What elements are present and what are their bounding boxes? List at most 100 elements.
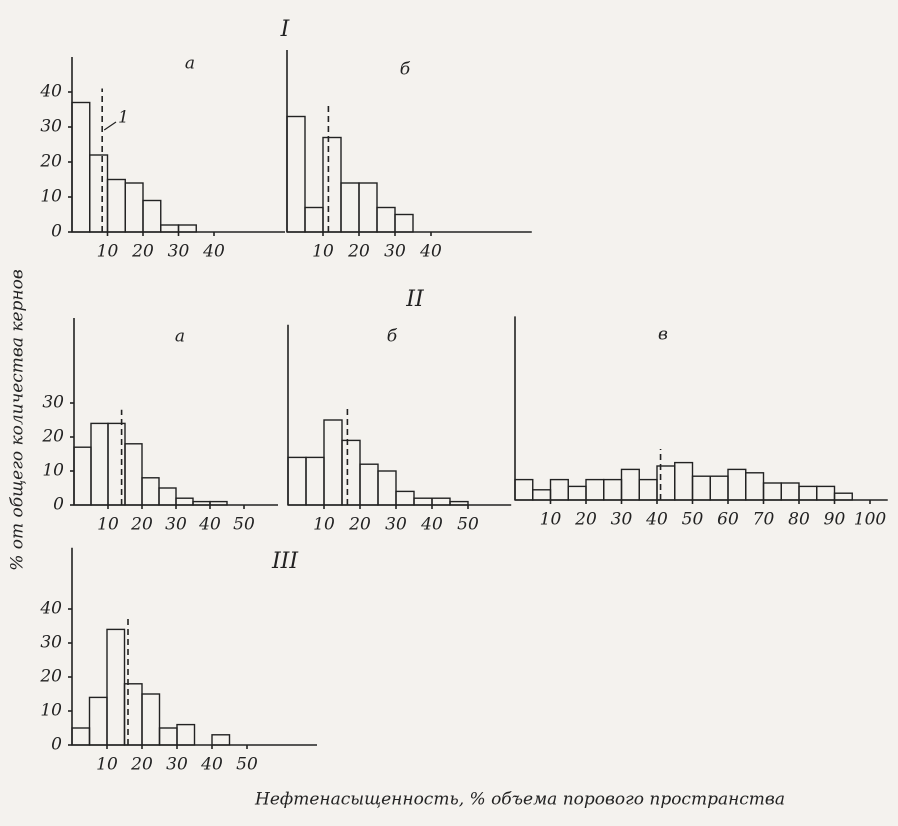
group-label: III (271, 549, 299, 574)
y-tick-label: 40 (39, 599, 62, 619)
panel-title: в (658, 325, 668, 345)
bar (394, 213, 414, 233)
bar (192, 500, 211, 506)
y-tick-label: 0 (51, 222, 62, 242)
y-tick-label: 10 (40, 187, 62, 207)
y-tick-label: 30 (42, 393, 64, 413)
x-tick-label: 30 (385, 515, 407, 535)
bar (158, 727, 178, 746)
x-tick-label: 100 (854, 510, 887, 530)
bar (603, 478, 623, 501)
panel-title: а (185, 54, 195, 74)
bar (762, 482, 782, 501)
x-tick-label: 50 (682, 510, 704, 530)
annotation-pointer (103, 121, 117, 131)
bar (124, 443, 143, 506)
bar (141, 477, 160, 506)
bar (73, 446, 92, 506)
panel-title: б (387, 327, 398, 347)
x-tick-label: 80 (788, 510, 810, 530)
x-tick-label: 20 (130, 515, 153, 535)
x-tick-label: 20 (574, 510, 597, 530)
x-tick-label: 20 (347, 242, 370, 262)
bar (211, 734, 231, 746)
bar (833, 492, 853, 501)
bar (798, 485, 818, 501)
annotation: 1 (118, 108, 129, 128)
bar (175, 497, 194, 506)
x-tick-label: 40 (645, 510, 668, 530)
x-tick-label: 10 (313, 515, 335, 535)
bar (549, 478, 569, 501)
bar (358, 182, 378, 233)
bar (377, 470, 397, 506)
y-tick-label: 10 (40, 701, 62, 721)
x-tick-label: 40 (200, 755, 223, 775)
bar (123, 683, 143, 746)
x-tick-label: 40 (419, 242, 442, 262)
group-label: I (280, 17, 291, 42)
bar (142, 199, 162, 233)
bar (532, 489, 552, 501)
group-label: II (405, 287, 425, 312)
bar (638, 478, 658, 501)
bar (89, 154, 109, 233)
bar (287, 456, 307, 506)
x-tick-label: 30 (166, 755, 188, 775)
x-tick-label: 10 (97, 515, 119, 535)
bar (90, 422, 109, 506)
y-tick-label: 0 (51, 735, 62, 755)
bar (745, 472, 765, 501)
y-tick-label: 20 (39, 152, 62, 172)
bar (674, 461, 694, 501)
x-tick-label: 40 (420, 515, 443, 535)
y-tick-label: 40 (39, 82, 62, 102)
x-tick-label: 10 (96, 755, 118, 775)
x-tick-label: 30 (168, 242, 190, 262)
bar (124, 182, 144, 233)
bar (620, 468, 640, 501)
x-tick-label: 30 (611, 510, 633, 530)
bar (286, 115, 306, 233)
x-tick-label: 90 (824, 510, 846, 530)
y-tick-label: 20 (39, 667, 62, 687)
panel-title: б (400, 60, 411, 80)
bar (727, 468, 747, 501)
bar (71, 727, 91, 746)
bar (567, 485, 587, 501)
y-tick-label: 20 (41, 427, 64, 447)
bar (106, 178, 126, 233)
y-tick-label: 0 (53, 495, 64, 515)
x-tick-label: 10 (540, 510, 562, 530)
x-tick-label: 20 (348, 515, 371, 535)
panel-title: а (175, 327, 185, 347)
bar (209, 500, 228, 506)
bar (585, 478, 605, 501)
bar (141, 693, 161, 746)
bar (176, 723, 196, 746)
bar (514, 478, 534, 501)
bar (816, 485, 836, 501)
bar (359, 463, 379, 506)
bar (656, 465, 676, 501)
x-tick-label: 40 (202, 242, 225, 262)
bar (449, 500, 469, 506)
bar (376, 206, 396, 233)
x-tick-label: 10 (97, 242, 119, 262)
bar (305, 456, 325, 506)
x-axis-label: Нефтенасыщенность, % объема порового про… (254, 790, 785, 810)
bar (177, 224, 197, 233)
x-tick-label: 10 (312, 242, 334, 262)
bar (413, 497, 433, 506)
bar (88, 696, 108, 746)
x-tick-label: 20 (130, 755, 153, 775)
x-tick-label: 60 (717, 510, 739, 530)
x-tick-label: 40 (198, 515, 221, 535)
x-tick-label: 50 (233, 515, 255, 535)
x-tick-label: 70 (753, 510, 775, 530)
bar (395, 490, 415, 506)
bar (106, 628, 126, 746)
x-tick-label: 30 (384, 242, 406, 262)
x-tick-label: 30 (165, 515, 187, 535)
